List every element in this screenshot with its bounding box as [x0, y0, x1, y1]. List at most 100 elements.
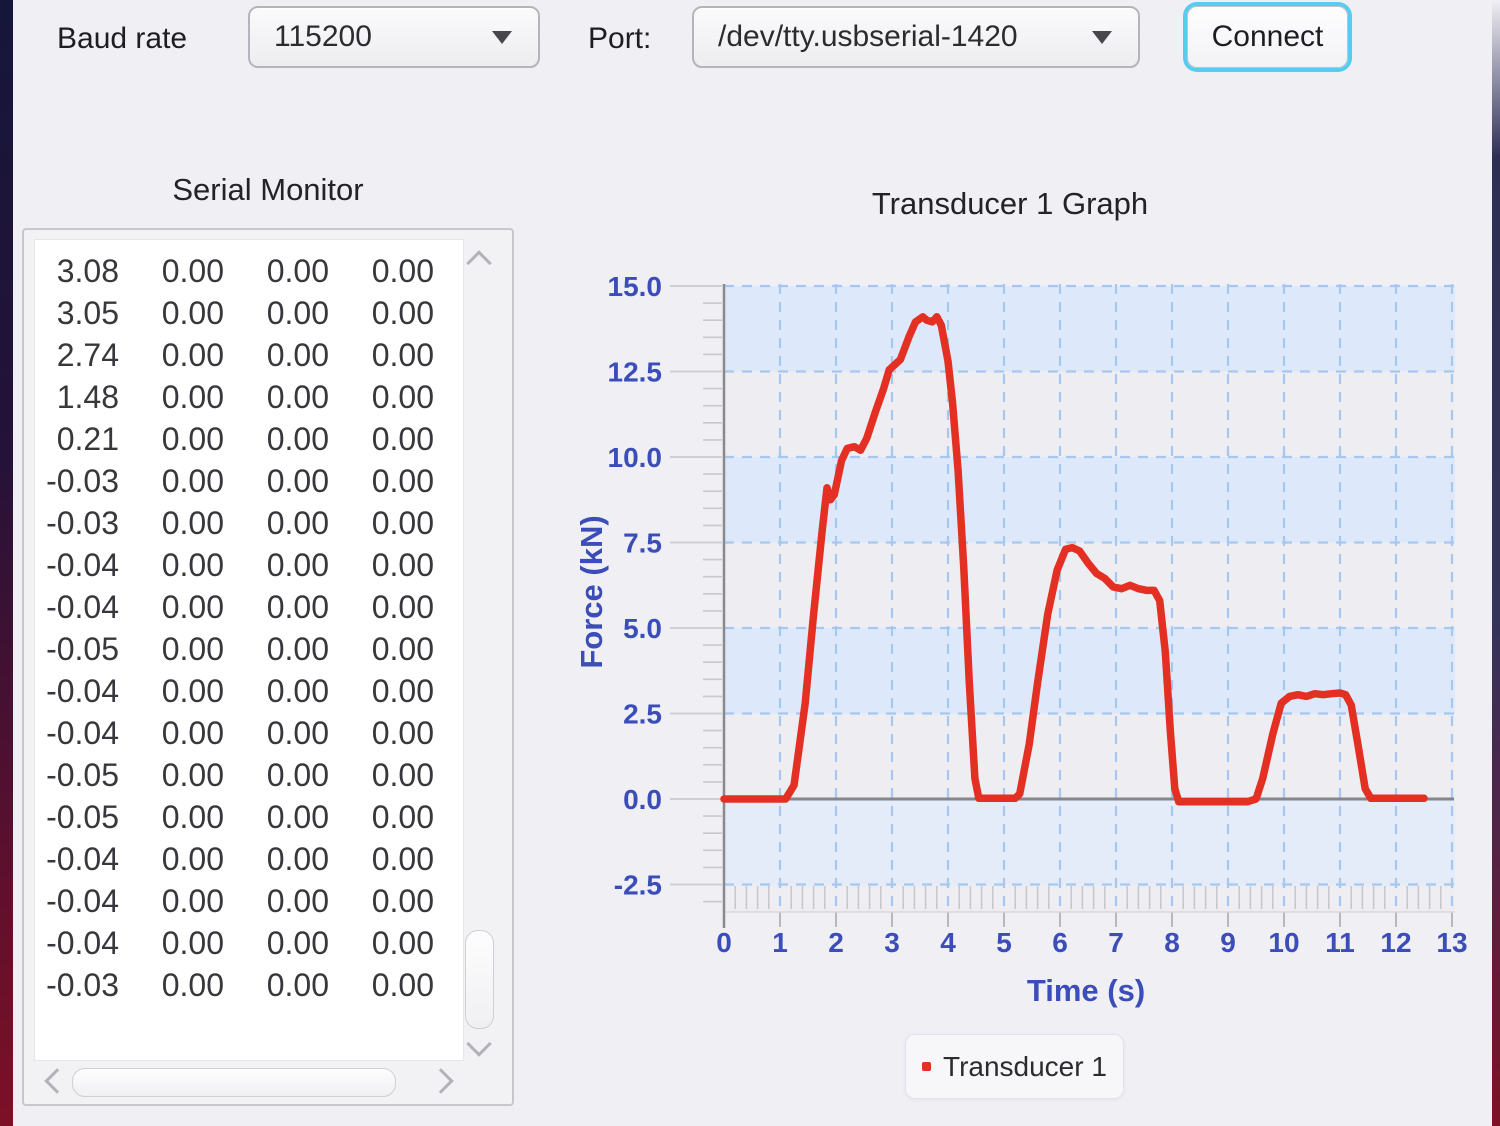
- serial-value: 0.00: [266, 337, 329, 373]
- serial-value: 0.00: [266, 379, 329, 415]
- x-tick-label: 7: [1108, 927, 1124, 958]
- serial-value: 0.00: [371, 253, 434, 289]
- serial-monitor-list[interactable]: 3.08 0.00 0.00 0.00 3.05 0.00 0.00 0.00 2.74 0.00…: [34, 239, 464, 1061]
- serial-value: 0.00: [161, 463, 224, 499]
- plot-band: [724, 457, 1455, 543]
- x-tick-label: 12: [1380, 927, 1411, 958]
- x-tick-label: 2: [828, 927, 844, 958]
- serial-value: 0.00: [371, 379, 434, 415]
- port-label: Port:: [588, 22, 652, 55]
- x-tick-label: 13: [1436, 927, 1467, 958]
- serial-value: 0.00: [161, 757, 224, 793]
- serial-value: 0.00: [371, 631, 434, 667]
- serial-value: -0.03: [46, 967, 119, 1003]
- serial-value: -0.03: [46, 463, 119, 499]
- y-tick-label: -2.5: [614, 870, 662, 901]
- serial-row: -0.05 0.00 0.00 0.00: [35, 754, 463, 796]
- serial-value: 0.00: [266, 967, 329, 1003]
- serial-value: -0.03: [46, 505, 119, 541]
- serial-value: 0.00: [266, 547, 329, 583]
- serial-value: 0.00: [266, 925, 329, 961]
- serial-value: -0.04: [46, 925, 119, 961]
- serial-value: 0.00: [266, 757, 329, 793]
- baud-rate-select[interactable]: 115200: [248, 6, 540, 68]
- scroll-up-button[interactable]: [464, 245, 494, 276]
- serial-value: 0.00: [371, 337, 434, 373]
- serial-value: 0.00: [371, 799, 434, 835]
- serial-value: 3.05: [56, 295, 119, 331]
- serial-row: -0.03 0.00 0.00 0.00: [35, 502, 463, 544]
- port-select[interactable]: /dev/tty.usbserial-1420: [692, 6, 1140, 68]
- y-tick-label: 2.5: [623, 699, 662, 730]
- serial-value: 0.00: [371, 925, 434, 961]
- serial-value: 0.00: [371, 841, 434, 877]
- serial-value: -0.05: [46, 799, 119, 835]
- plot-band: [724, 286, 1455, 372]
- scroll-down-button[interactable]: [464, 1031, 494, 1062]
- serial-value: 0.00: [161, 799, 224, 835]
- serial-value: 0.00: [266, 505, 329, 541]
- serial-value: 0.00: [266, 631, 329, 667]
- y-tick-label: 15.0: [608, 271, 663, 302]
- series-line: [720, 313, 1428, 806]
- serial-value: -0.04: [46, 841, 119, 877]
- serial-row: -0.04 0.00 0.00 0.00: [35, 670, 463, 712]
- y-axis-title: Force (kN): [574, 515, 609, 668]
- serial-row: -0.04 0.00 0.00 0.00: [35, 586, 463, 628]
- serial-value: 0.00: [266, 715, 329, 751]
- x-tick-label: 6: [1052, 927, 1068, 958]
- serial-value: 0.00: [266, 673, 329, 709]
- connect-button[interactable]: Connect: [1187, 6, 1348, 68]
- plot-band: [724, 628, 1455, 714]
- plot-band: [724, 799, 1455, 885]
- y-tick-label: 5.0: [623, 613, 662, 644]
- serial-value: 0.00: [161, 421, 224, 457]
- serial-value: 0.00: [161, 925, 224, 961]
- x-tick-label: 1: [772, 927, 788, 958]
- serial-row: 2.74 0.00 0.00 0.00: [35, 334, 463, 376]
- serial-value: 0.00: [371, 673, 434, 709]
- plot-band: [724, 713, 1455, 799]
- serial-value: 0.00: [161, 967, 224, 1003]
- serial-value: 0.00: [266, 841, 329, 877]
- serial-row: -0.04 0.00 0.00 0.00: [35, 922, 463, 964]
- x-axis-title: Time (s): [1027, 973, 1145, 1008]
- x-tick-label: 10: [1268, 927, 1299, 958]
- scroll-left-button[interactable]: [39, 1066, 70, 1096]
- plot-band: [724, 371, 1455, 457]
- x-tick-label: 0: [716, 927, 732, 958]
- serial-value: 0.00: [161, 379, 224, 415]
- chevron-up-icon: [466, 250, 492, 276]
- chart-legend[interactable]: Transducer 1: [905, 1034, 1124, 1099]
- y-tick-label: 10.0: [608, 442, 663, 473]
- vertical-scrollbar-thumb[interactable]: [465, 930, 494, 1029]
- serial-value: 1.48: [56, 379, 119, 415]
- serial-value: -0.04: [46, 547, 119, 583]
- serial-value: 0.00: [371, 547, 434, 583]
- desktop-edge-left: [0, 0, 13, 1126]
- serial-value: 0.00: [161, 295, 224, 331]
- serial-value: 0.00: [161, 841, 224, 877]
- serial-value: 0.00: [371, 757, 434, 793]
- baud-rate-value: 115200: [274, 20, 372, 53]
- serial-row: -0.04 0.00 0.00 0.00: [35, 838, 463, 880]
- x-tick-label: 5: [996, 927, 1012, 958]
- scroll-right-button[interactable]: [428, 1066, 459, 1096]
- serial-row: -0.03 0.00 0.00 0.00: [35, 460, 463, 502]
- serial-value: 0.00: [371, 883, 434, 919]
- serial-value: 0.00: [371, 421, 434, 457]
- serial-value: 2.74: [56, 337, 119, 373]
- chevron-down-icon: [492, 31, 512, 44]
- serial-value: -0.05: [46, 757, 119, 793]
- serial-value: 0.00: [266, 421, 329, 457]
- serial-row: 3.08 0.00 0.00 0.00: [35, 250, 463, 292]
- chevron-right-icon: [428, 1068, 454, 1094]
- serial-value: 0.00: [266, 253, 329, 289]
- serial-row: 1.48 0.00 0.00 0.00: [35, 376, 463, 418]
- serial-monitor-panel: 3.08 0.00 0.00 0.00 3.05 0.00 0.00 0.00 2.74 0.00…: [22, 228, 514, 1106]
- serial-value: 0.00: [371, 463, 434, 499]
- horizontal-scrollbar-thumb[interactable]: [72, 1068, 396, 1097]
- serial-value: -0.04: [46, 673, 119, 709]
- x-tick-label: 8: [1164, 927, 1180, 958]
- x-tick-label: 9: [1220, 927, 1236, 958]
